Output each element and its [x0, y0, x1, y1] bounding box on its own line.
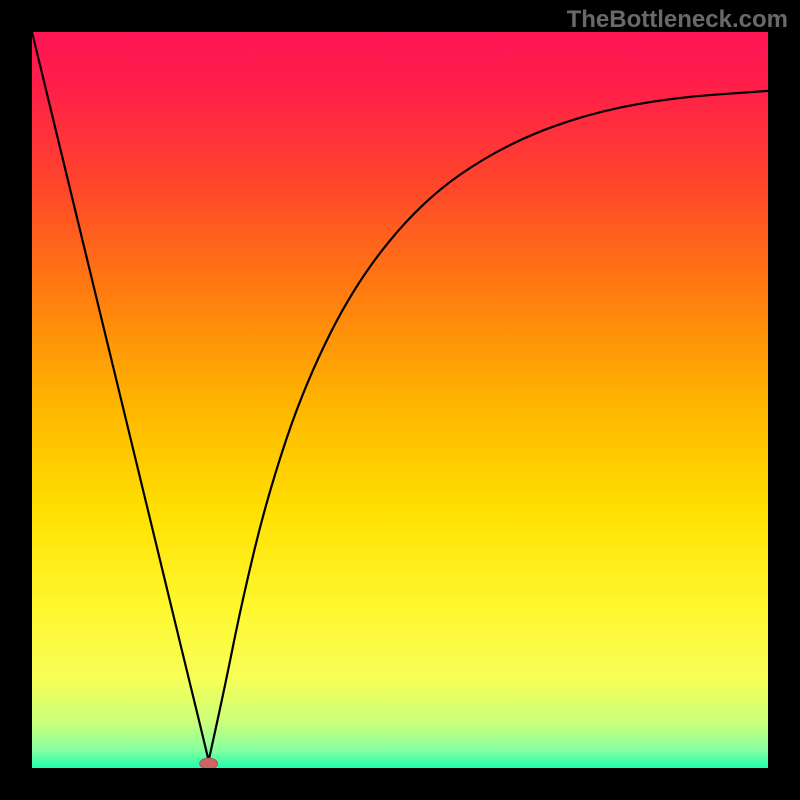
watermark-text: TheBottleneck.com — [567, 6, 788, 34]
chart-frame: TheBottleneck.com — [0, 0, 800, 800]
gradient-background — [32, 32, 768, 768]
chart-svg — [32, 32, 768, 768]
plot-area — [32, 32, 768, 768]
bottleneck-point-marker — [200, 758, 218, 768]
